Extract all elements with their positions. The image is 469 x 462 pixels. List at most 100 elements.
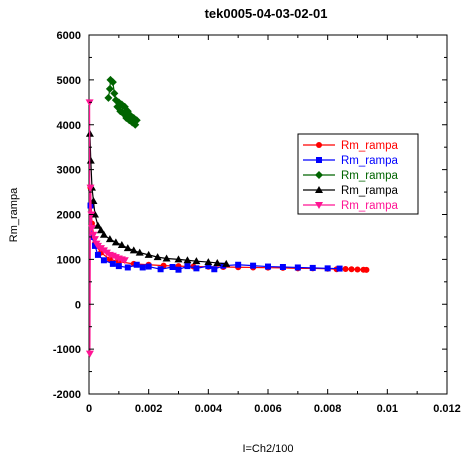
data-point	[86, 184, 95, 192]
data-point	[316, 142, 322, 148]
data-point	[315, 202, 323, 209]
data-point	[132, 116, 141, 125]
data-point	[157, 266, 164, 273]
data-point	[117, 241, 126, 249]
data-point	[192, 257, 201, 265]
y-tick-label: 1000	[57, 254, 81, 266]
x-tick-label: 0.004	[195, 403, 223, 415]
legend-label: Rm_rampa	[341, 185, 398, 197]
data-point	[309, 264, 316, 271]
data-point	[122, 114, 131, 123]
data-point	[336, 265, 343, 272]
data-point	[94, 251, 101, 258]
data-point	[100, 257, 107, 264]
x-tick-label: 0.008	[314, 403, 342, 415]
y-tick-label: 5000	[57, 75, 81, 87]
data-point	[169, 264, 176, 271]
data-point	[145, 263, 152, 270]
data-point	[85, 350, 94, 358]
legend-label: Rm_rampa	[341, 155, 398, 167]
legend-label: Rm_rampa	[341, 140, 398, 152]
legend-entry: Rm_rampa	[303, 140, 398, 152]
data-point	[87, 224, 96, 232]
x-tick-label: 0.006	[254, 403, 282, 415]
legend: Rm_rampa Rm_rampa Rm_rampa Rm_rampa Rm_rampa	[297, 133, 419, 215]
data-point	[204, 258, 213, 266]
data-point	[342, 266, 349, 273]
data-point	[86, 156, 95, 164]
x-axis-ticks: 0 0.002 0.004 0.006 0.008 0.01 0.012	[86, 35, 461, 415]
x-tick-label: 0.012	[433, 403, 461, 415]
data-point	[348, 266, 355, 273]
data-point	[96, 226, 105, 234]
y-tick-label: -2000	[53, 389, 81, 401]
data-point	[211, 266, 218, 273]
data-point	[193, 265, 200, 272]
data-point	[105, 235, 114, 243]
series-5	[85, 99, 129, 358]
x-tick-label: 0.002	[135, 403, 163, 415]
plot-area	[85, 34, 448, 395]
legend-entry: Rm_rampa	[303, 185, 398, 197]
data-point	[90, 210, 99, 218]
y-axis-ticks: 6000 5000 4000 3000 2000 1000 0 -1000 -2000	[53, 30, 447, 401]
data-point	[174, 255, 183, 263]
y-tick-label: 0	[75, 299, 81, 311]
data-point	[99, 230, 108, 238]
data-point	[115, 263, 122, 270]
data-point	[91, 242, 98, 249]
data-point	[175, 266, 182, 273]
data-point	[162, 254, 171, 262]
data-point	[315, 186, 323, 193]
data-point	[184, 263, 191, 270]
legend-label: Rm_rampa	[341, 200, 398, 212]
data-point	[111, 238, 120, 246]
data-point	[135, 248, 144, 256]
data-point	[205, 263, 212, 270]
y-tick-label: 3000	[57, 165, 81, 177]
data-point	[183, 256, 192, 264]
data-point	[324, 265, 331, 272]
data-point	[89, 231, 98, 239]
y-tick-label: 2000	[57, 210, 81, 222]
data-point	[153, 253, 162, 261]
data-point	[315, 171, 323, 179]
data-point	[363, 266, 370, 273]
data-point	[123, 244, 132, 252]
y-tick-label: -1000	[53, 344, 81, 356]
data-point	[108, 78, 117, 87]
data-point	[104, 93, 113, 102]
data-point	[120, 257, 129, 265]
data-point	[354, 266, 361, 273]
legend-entry: Rm_rampa	[303, 200, 398, 212]
x-tick-label: 0.01	[377, 403, 398, 415]
data-point	[133, 261, 140, 268]
data-point	[90, 236, 99, 244]
data-point	[109, 260, 116, 267]
y-axis-label: Rm_rampa	[8, 187, 20, 242]
x-tick-label: 0	[86, 403, 92, 415]
data-point	[123, 107, 132, 116]
data-point	[316, 157, 322, 163]
data-point	[279, 264, 286, 271]
data-point	[213, 258, 222, 266]
data-point	[294, 264, 301, 271]
series-line	[89, 205, 340, 271]
data-point	[129, 246, 138, 254]
data-point	[124, 264, 131, 271]
legend-entry: Rm_rampa	[303, 155, 398, 167]
y-tick-label: 6000	[57, 30, 81, 42]
data-point	[110, 89, 119, 98]
data-point	[250, 262, 257, 269]
series-line	[89, 133, 227, 265]
chart-title: tek0005-04-03-02-01	[205, 6, 328, 21]
x-axis-label: I=Ch2/100	[242, 443, 293, 455]
data-point	[222, 259, 231, 267]
data-point	[139, 264, 146, 271]
y-tick-label: 4000	[57, 120, 81, 132]
data-point	[235, 261, 242, 268]
legend-entry: Rm_rampa	[303, 170, 398, 182]
series-4	[85, 129, 231, 267]
data-point	[105, 84, 114, 93]
